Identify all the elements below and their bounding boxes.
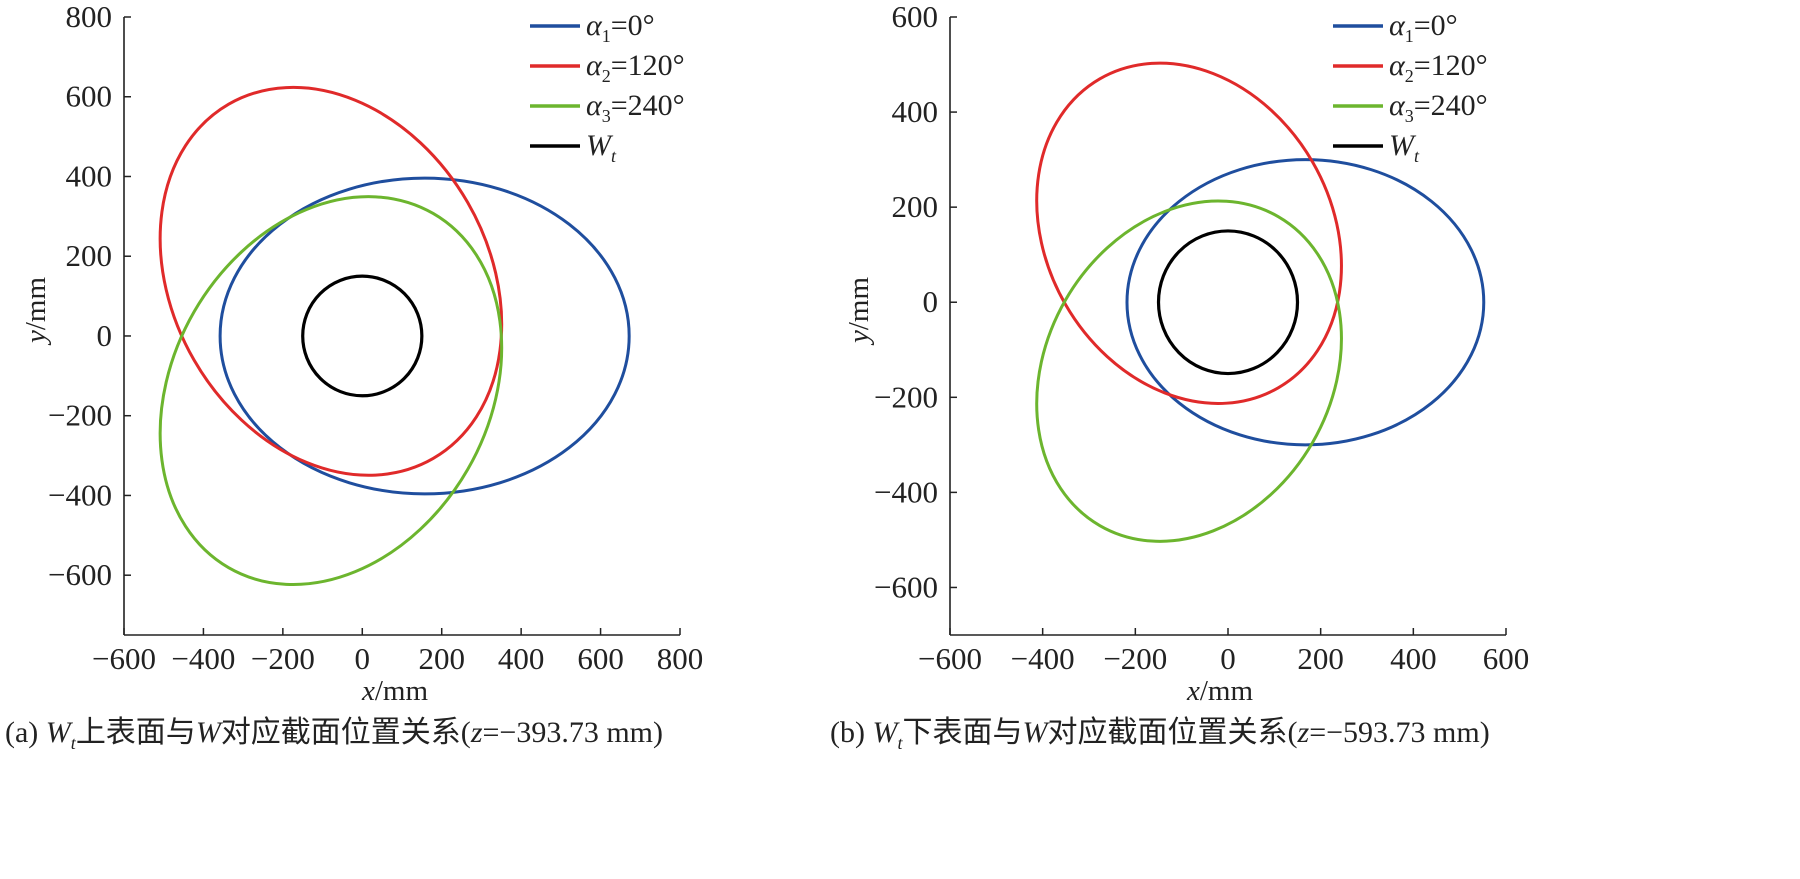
series-curve-2 <box>1035 61 1343 405</box>
legend-label: α3=240° <box>1389 89 1488 126</box>
x-tick-label: 0 <box>1220 641 1236 676</box>
legend-label: α2=120° <box>586 49 685 86</box>
y-tick-label: 800 <box>66 0 113 34</box>
legend: α1=0°α2=120°α3=240°Wt <box>1333 9 1488 166</box>
y-tick-label: −600 <box>48 557 112 592</box>
legend-label: α1=0° <box>586 9 655 46</box>
y-tick-label: 600 <box>892 0 939 34</box>
y-tick-label: 600 <box>66 79 113 114</box>
caption: (a) Wt上表面与W对应截面位置关系(z=−393.73 mm) <box>5 716 663 753</box>
legend: α1=0°α2=120°α3=240°Wt <box>530 9 685 166</box>
y-tick-label: 0 <box>923 284 939 319</box>
y-tick-label: 200 <box>66 238 113 273</box>
x-tick-label: −200 <box>1103 641 1167 676</box>
y-tick-label: −400 <box>874 474 938 509</box>
x-tick-label: 200 <box>418 641 465 676</box>
x-tick-label: −400 <box>171 641 235 676</box>
series-curve-3 <box>1035 199 1343 543</box>
y-tick-label: −600 <box>874 569 938 604</box>
y-tick-label: 0 <box>97 318 113 353</box>
x-tick-label: 600 <box>1483 641 1530 676</box>
legend-label: Wt <box>586 129 617 166</box>
x-tick-label: −600 <box>918 641 982 676</box>
series-curve-2 <box>158 85 504 477</box>
x-tick-label: 400 <box>1390 641 1437 676</box>
series-curve-1 <box>1125 158 1486 447</box>
x-tick-label: 400 <box>498 641 545 676</box>
series-curve-3 <box>158 195 504 587</box>
chart-panel-b: −600 −400 −200 0 200 400 600 −600 −400 −200 0 200 40… <box>830 0 1529 753</box>
y-axis-label: y/mm <box>20 277 52 346</box>
series-curve-4 <box>1156 229 1300 376</box>
x-tick-label: 200 <box>1297 641 1344 676</box>
x-tick-label: −200 <box>251 641 315 676</box>
y-tick-label: −200 <box>874 379 938 414</box>
legend-label: Wt <box>1389 129 1420 166</box>
x-tick-label: −400 <box>1011 641 1075 676</box>
x-tick-label: 800 <box>657 641 704 676</box>
series-curve-4 <box>301 274 424 398</box>
y-tick-label: −200 <box>48 398 112 433</box>
x-axis-label: x/mm <box>1186 675 1253 707</box>
series-curve-1 <box>218 176 631 496</box>
y-tick-label: 400 <box>66 158 113 193</box>
x-tick-label: −600 <box>92 641 156 676</box>
y-tick-label: 200 <box>892 189 939 224</box>
x-axis-label: x/mm <box>361 675 428 707</box>
y-tick-label: −400 <box>48 477 112 512</box>
legend-label: α2=120° <box>1389 49 1488 86</box>
chart-panel-a: −600 −400 −200 0 200 400 600 800 −600 −400 −200 0 20… <box>5 0 703 753</box>
legend-label: α1=0° <box>1389 9 1458 46</box>
x-tick-label: 0 <box>355 641 371 676</box>
y-axis-label: y/mm <box>843 277 875 346</box>
y-tick-label: 400 <box>892 94 939 129</box>
legend-label: α3=240° <box>586 89 685 126</box>
caption: (b) Wt下表面与W对应截面位置关系(z=−593.73 mm) <box>830 716 1490 753</box>
x-tick-label: 600 <box>577 641 624 676</box>
